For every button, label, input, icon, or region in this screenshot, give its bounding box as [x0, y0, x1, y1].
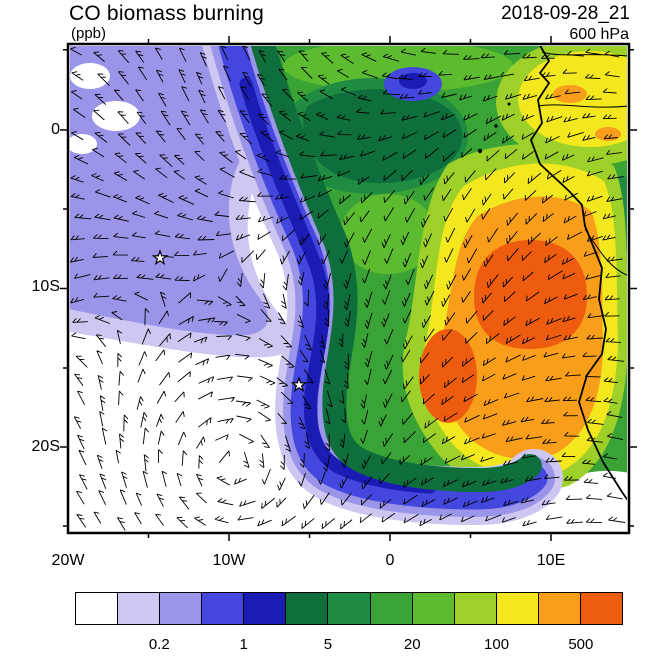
- colorbar-tick-label: 1: [239, 636, 248, 653]
- y-tick-20s: 20S: [31, 438, 60, 455]
- map-plot: [60, 36, 637, 541]
- x-tick-20w: 20W: [51, 552, 85, 569]
- white-pocket: [70, 63, 110, 89]
- wind-barbs: [70, 46, 626, 531]
- colorbar-cell: [160, 593, 203, 624]
- colorbar-cell: [370, 593, 413, 624]
- plot-title: CO biomass burning: [69, 2, 265, 25]
- contour-deep-orange-1: [474, 240, 587, 349]
- colorbar-labels: 0.2 1 5 20 100 500: [75, 636, 623, 656]
- contour-darkgreen-top: [303, 89, 463, 184]
- colorbar-cell: [118, 593, 161, 624]
- colorbar-cell: [454, 593, 497, 624]
- colorbar-cell: [496, 593, 539, 624]
- colorbar-tick-label: 100: [484, 636, 510, 653]
- colorbar-cell: [328, 593, 371, 624]
- star-marker-sthelena: [290, 376, 308, 393]
- axis-ticks: [60, 36, 637, 541]
- x-tick-10w: 10W: [212, 552, 246, 569]
- darkblue-spot-top: [399, 73, 427, 89]
- island-dot: [494, 124, 498, 128]
- band-darkgreen-east: [250, 46, 542, 493]
- colorbar-cell: [76, 593, 119, 624]
- units-label: (ppb): [71, 25, 107, 42]
- valid-datetime: 2018-09-28_21: [501, 3, 630, 24]
- x-tick-0: 0: [385, 552, 395, 569]
- colorbar-cell: [202, 593, 245, 624]
- land-orange-spot: [595, 127, 621, 141]
- contour-field: [70, 46, 627, 531]
- colorbar-cell: [412, 593, 455, 624]
- colorbar-cell: [538, 593, 581, 624]
- level-label: 600 hPa: [569, 26, 629, 43]
- colorbar-cell: [286, 593, 329, 624]
- contour-deep-orange-2: [419, 329, 477, 423]
- colorbar-cell: [580, 593, 623, 624]
- island-dot: [507, 102, 511, 106]
- white-pocket: [70, 134, 97, 154]
- y-tick-0: 0: [51, 121, 60, 138]
- coastline: [530, 46, 627, 501]
- land-orange-spot: [553, 85, 587, 103]
- colorbar-tick-label: 0.2: [148, 636, 170, 653]
- wind-barb-glyphs: [70, 46, 626, 531]
- colorbar-tick-label: 5: [323, 636, 333, 653]
- colorbar-tick-label: 500: [568, 636, 594, 653]
- x-tick-10e: 10E: [536, 552, 566, 569]
- colorbar-cells: [75, 592, 623, 625]
- contour-lightgreen-top: [283, 46, 513, 92]
- band-darkblue: [239, 77, 437, 494]
- colorbar-cell: [244, 593, 287, 624]
- colorbar-tick-label: 20: [403, 636, 421, 653]
- y-tick-10s: 10S: [31, 278, 60, 295]
- country-borders: [537, 51, 627, 276]
- star-marker-ascension: [151, 249, 169, 266]
- island-dot: [477, 148, 483, 154]
